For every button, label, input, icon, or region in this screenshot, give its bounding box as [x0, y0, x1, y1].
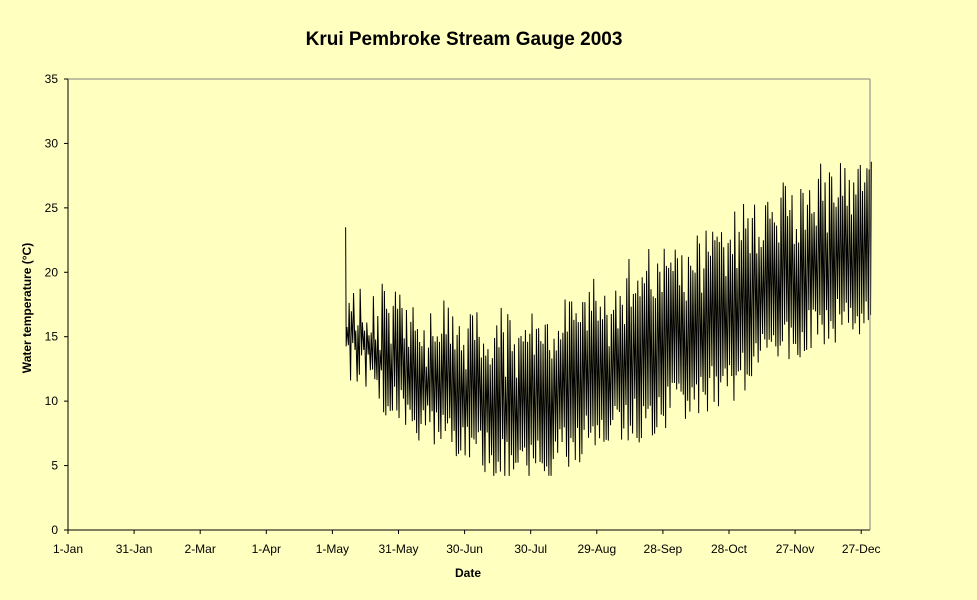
- x-tick-label: 28-Oct: [711, 542, 748, 556]
- x-tick-label: 31-Jan: [116, 542, 153, 556]
- x-tick-label: 30-Jun: [446, 542, 483, 556]
- y-tick-label: 0: [51, 523, 58, 537]
- y-tick-label: 20: [45, 265, 59, 279]
- x-tick-label: 29-Aug: [577, 542, 616, 556]
- x-axis-ticks: 1-Jan 31-Jan 2-Mar 1-Apr 1-May 31-May 30-Jun 30…: [53, 530, 881, 556]
- x-tick-label: 1-Jan: [53, 542, 83, 556]
- y-axis-label: Water temperature (°C): [20, 243, 34, 373]
- x-tick-label: 28-Sep: [644, 542, 683, 556]
- x-tick-label: 1-Apr: [252, 542, 281, 556]
- x-tick-label: 30-Jul: [514, 542, 547, 556]
- y-tick-label: 15: [45, 330, 59, 344]
- chart-title: Krui Pembroke Stream Gauge 2003: [306, 29, 623, 50]
- y-tick-label: 25: [45, 201, 59, 215]
- x-tick-label: 27-Nov: [776, 542, 815, 556]
- y-tick-label: 35: [45, 72, 59, 86]
- y-tick-label: 5: [51, 459, 58, 473]
- x-tick-label: 1-May: [316, 542, 349, 556]
- x-tick-label: 31-May: [378, 542, 418, 556]
- x-tick-label: 27-Dec: [842, 542, 881, 556]
- series-line: [345, 161, 872, 476]
- y-axis-ticks: 0 5 10 15 20 25 30 35: [45, 72, 68, 537]
- x-axis-label: Date: [455, 566, 481, 580]
- series-temperature: [345, 161, 872, 476]
- y-tick-label: 30: [45, 136, 59, 150]
- x-tick-label: 2-Mar: [185, 542, 216, 556]
- y-tick-label: 10: [45, 394, 59, 408]
